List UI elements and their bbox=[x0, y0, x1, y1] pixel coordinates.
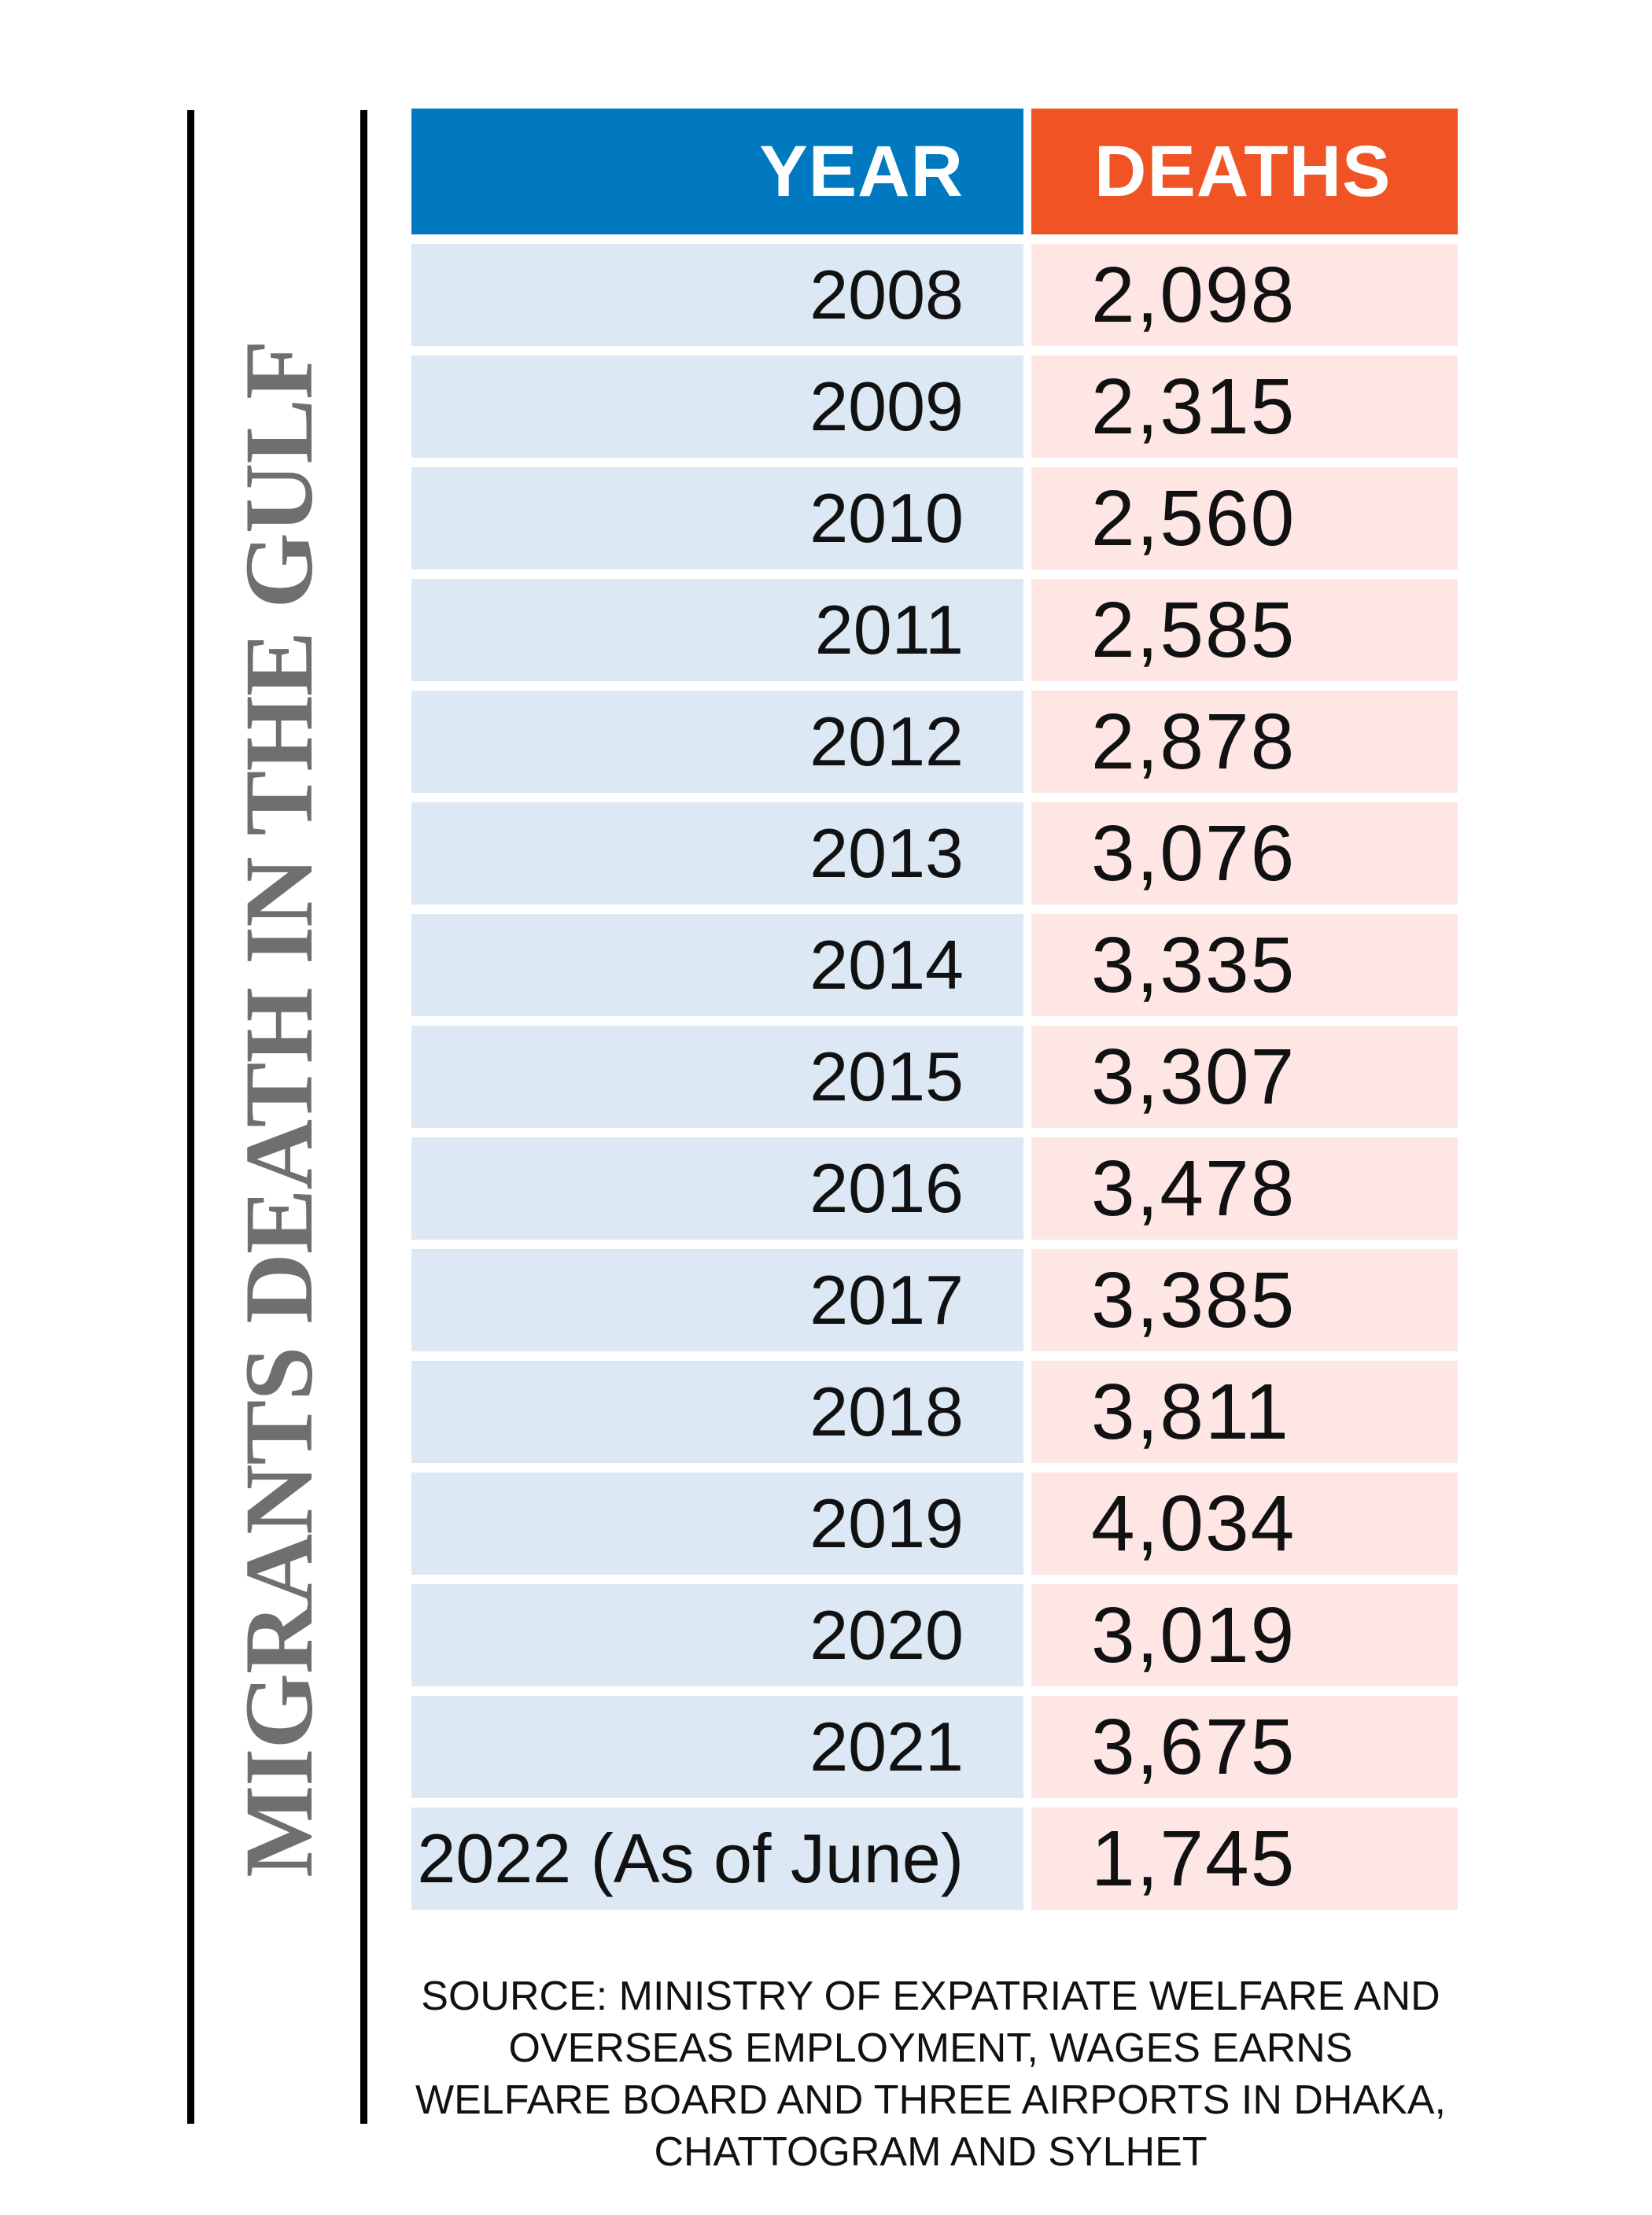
deaths-cell: 1,745 bbox=[1031, 1808, 1458, 1910]
deaths-cell: 3,478 bbox=[1031, 1137, 1458, 1240]
table-body: 2008 2,098 2009 2,315 2010 2,560 2011 2,585 2012… bbox=[411, 244, 1458, 1910]
table-row: 2022 (As of June) 1,745 bbox=[411, 1808, 1458, 1910]
year-cell: 2011 bbox=[411, 579, 1023, 681]
year-cell: 2009 bbox=[411, 356, 1023, 458]
source-note: SOURCE: MINISTRY OF EXPATRIATE WELFARE A… bbox=[415, 1974, 1446, 2175]
table-row: 2008 2,098 bbox=[411, 244, 1458, 346]
table-row: 2014 3,335 bbox=[411, 914, 1458, 1016]
side-title-container: MIGRANTS DEATH IN THE GULF bbox=[225, 142, 333, 2077]
table-row: 2018 3,811 bbox=[411, 1361, 1458, 1463]
year-cell: 2010 bbox=[411, 467, 1023, 569]
table-row: 2015 3,307 bbox=[411, 1026, 1458, 1128]
table-row: 2016 3,478 bbox=[411, 1137, 1458, 1240]
deaths-cell: 2,585 bbox=[1031, 579, 1458, 681]
deaths-cell: 3,307 bbox=[1031, 1026, 1458, 1128]
year-cell: 2016 bbox=[411, 1137, 1023, 1240]
deaths-cell: 3,675 bbox=[1031, 1696, 1458, 1798]
table-row: 2019 4,034 bbox=[411, 1472, 1458, 1575]
year-column-header: YEAR bbox=[411, 109, 1023, 234]
table-row: 2011 2,585 bbox=[411, 579, 1458, 681]
year-cell: 2012 bbox=[411, 691, 1023, 793]
year-cell: 2008 bbox=[411, 244, 1023, 346]
deaths-cell: 2,315 bbox=[1031, 356, 1458, 458]
table-row: 2021 3,675 bbox=[411, 1696, 1458, 1798]
table-row: 2012 2,878 bbox=[411, 691, 1458, 793]
table-row: 2010 2,560 bbox=[411, 467, 1458, 569]
table-header-row: YEAR DEATHS bbox=[411, 109, 1458, 234]
deaths-column-header: DEATHS bbox=[1031, 109, 1458, 234]
deaths-cell: 2,098 bbox=[1031, 244, 1458, 346]
deaths-table: YEAR DEATHS 2008 2,098 2009 2,315 2010 2,560 2… bbox=[404, 99, 1466, 1919]
deaths-cell: 3,019 bbox=[1031, 1584, 1458, 1686]
left-vertical-rule bbox=[187, 110, 194, 2124]
year-cell: 2020 bbox=[411, 1584, 1023, 1686]
year-cell: 2015 bbox=[411, 1026, 1023, 1128]
chart-title: MIGRANTS DEATH IN THE GULF bbox=[225, 341, 333, 1878]
deaths-cell: 3,385 bbox=[1031, 1249, 1458, 1351]
table-row: 2017 3,385 bbox=[411, 1249, 1458, 1351]
table-row: 2020 3,019 bbox=[411, 1584, 1458, 1686]
table-row: 2009 2,315 bbox=[411, 356, 1458, 458]
deaths-cell: 2,878 bbox=[1031, 691, 1458, 793]
year-cell: 2019 bbox=[411, 1472, 1023, 1575]
table-row: 2013 3,076 bbox=[411, 802, 1458, 905]
right-vertical-rule bbox=[360, 110, 367, 2124]
year-cell: 2018 bbox=[411, 1361, 1023, 1463]
deaths-cell: 3,811 bbox=[1031, 1361, 1458, 1463]
year-cell: 2022 (As of June) bbox=[411, 1808, 1023, 1910]
year-cell: 2014 bbox=[411, 914, 1023, 1016]
deaths-cell: 3,076 bbox=[1031, 802, 1458, 905]
year-cell: 2013 bbox=[411, 802, 1023, 905]
deaths-cell: 2,560 bbox=[1031, 467, 1458, 569]
deaths-cell: 4,034 bbox=[1031, 1472, 1458, 1575]
deaths-cell: 3,335 bbox=[1031, 914, 1458, 1016]
year-cell: 2021 bbox=[411, 1696, 1023, 1798]
year-cell: 2017 bbox=[411, 1249, 1023, 1351]
